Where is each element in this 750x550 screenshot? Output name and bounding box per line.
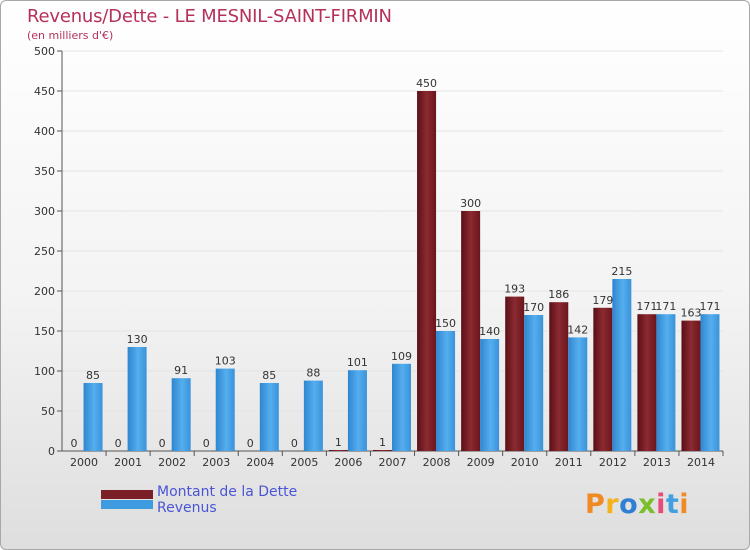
data-label: 91: [174, 364, 188, 377]
data-label: 0: [203, 437, 210, 450]
bar-revenus: [436, 331, 456, 451]
logo-letter: x: [638, 489, 657, 520]
bar-revenus: [524, 315, 544, 451]
data-label: 163: [680, 307, 701, 320]
data-label: 215: [611, 265, 632, 278]
bar-dette: [373, 450, 392, 451]
data-label: 1: [335, 436, 342, 449]
x-tick-label: 2011: [555, 456, 583, 469]
y-tick-label: 500: [34, 45, 55, 58]
logo-letter: i: [656, 489, 666, 520]
data-label: 140: [479, 325, 500, 338]
x-tick-label: 2002: [158, 456, 186, 469]
data-label: 171: [636, 300, 657, 313]
logo-letter: o: [619, 489, 639, 520]
y-tick-label: 350: [34, 165, 55, 178]
bar-revenus: [127, 347, 147, 451]
data-label: 1: [379, 436, 386, 449]
data-label: 300: [460, 197, 481, 210]
data-label: 186: [548, 288, 569, 301]
x-tick-label: 2014: [687, 456, 715, 469]
x-tick-label: 2005: [290, 456, 318, 469]
bar-revenus: [347, 370, 367, 451]
data-label: 0: [159, 437, 166, 450]
data-label: 142: [567, 323, 588, 336]
x-tick-label: 2008: [423, 456, 451, 469]
chart-subtitle: (en milliers d'€): [27, 29, 114, 42]
x-tick-label: 2004: [246, 456, 274, 469]
data-label: 450: [416, 77, 437, 90]
legend-swatch-dette: [101, 490, 153, 499]
logo-letter: P: [585, 489, 606, 520]
bar-revenus: [392, 363, 411, 451]
y-tick-label: 450: [34, 85, 55, 98]
y-tick-label: 250: [34, 245, 55, 258]
bar-dette: [505, 296, 525, 451]
y-tick-label: 0: [48, 445, 55, 458]
y-tick-label: 150: [34, 325, 55, 338]
bar-revenus: [656, 314, 676, 451]
bar-dette: [549, 302, 569, 451]
x-tick-label: 2000: [70, 456, 98, 469]
x-tick-label: 2007: [379, 456, 407, 469]
bar-dette: [328, 450, 348, 451]
x-tick-label: 2003: [202, 456, 230, 469]
bar-revenus: [700, 314, 720, 451]
bar-dette: [593, 307, 613, 451]
bar-dette: [681, 320, 701, 451]
logo-letter: t: [665, 489, 680, 520]
bar-revenus: [303, 380, 323, 451]
data-label: 150: [435, 317, 456, 330]
chart-title: Revenus/Dette - LE MESNIL-SAINT-FIRMIN: [27, 6, 392, 27]
y-tick-label: 300: [34, 205, 55, 218]
y-tick-label: 50: [41, 405, 55, 418]
data-label: 170: [523, 301, 544, 314]
x-tick-label: 2013: [643, 456, 671, 469]
data-label: 0: [115, 437, 122, 450]
bar-revenus: [480, 339, 500, 451]
data-label: 101: [347, 356, 368, 369]
data-label: 171: [655, 300, 676, 313]
x-tick-label: 2009: [467, 456, 495, 469]
legend-swatch-revenus: [101, 500, 153, 509]
bar-dette: [637, 314, 657, 451]
data-label: 171: [699, 300, 720, 313]
data-label: 85: [86, 369, 100, 382]
data-label: 130: [127, 333, 148, 346]
y-tick-label: 400: [34, 125, 55, 138]
legend-label-revenus: Revenus: [157, 500, 217, 516]
bar-revenus: [568, 337, 588, 451]
bar-revenus: [215, 368, 235, 451]
x-tick-label: 2012: [599, 456, 627, 469]
y-tick-label: 200: [34, 285, 55, 298]
data-label: 193: [504, 283, 525, 296]
bar-dette: [461, 211, 481, 451]
data-label: 179: [592, 294, 613, 307]
bar-revenus: [83, 383, 103, 451]
proxiti-logo: Proxiti: [585, 489, 689, 520]
legend-label-dette: Montant de la Dette: [157, 484, 298, 500]
data-label: 103: [215, 355, 236, 368]
data-label: 88: [306, 367, 320, 380]
x-tick-label: 2001: [114, 456, 142, 469]
logo-letter: i: [679, 489, 690, 520]
y-tick-label: 100: [34, 365, 55, 378]
x-tick-label: 2010: [511, 456, 539, 469]
bar-dette: [417, 91, 437, 451]
logo-letter: r: [605, 489, 620, 520]
bar-revenus: [612, 279, 632, 451]
data-label: 0: [71, 437, 78, 450]
data-label: 109: [391, 350, 412, 363]
data-label: 0: [247, 437, 254, 450]
data-label: 0: [291, 437, 298, 450]
bar-revenus: [171, 378, 191, 451]
x-tick-label: 2006: [334, 456, 362, 469]
data-label: 85: [262, 369, 276, 382]
bar-revenus: [259, 383, 279, 451]
